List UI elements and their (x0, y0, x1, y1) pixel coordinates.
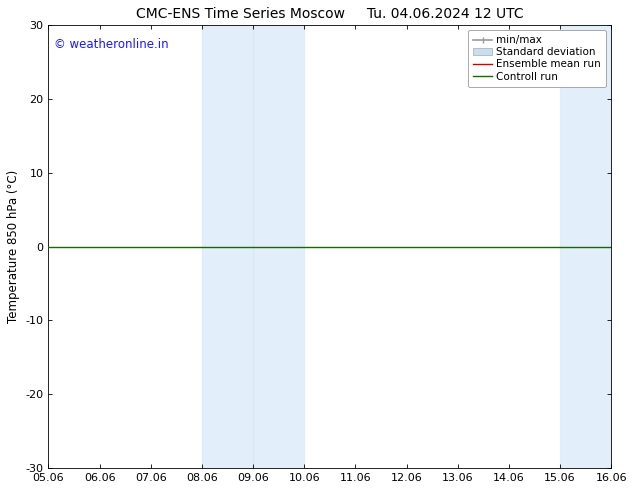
Bar (611, 25, 634, 468)
Bar (253, 25, 304, 468)
Y-axis label: Temperature 850 hPa (°C): Temperature 850 hPa (°C) (7, 170, 20, 323)
Bar (560, 25, 611, 468)
Legend: min/max, Standard deviation, Ensemble mean run, Controll run: min/max, Standard deviation, Ensemble me… (468, 30, 606, 87)
Bar (202, 25, 253, 468)
Title: CMC-ENS Time Series Moscow     Tu. 04.06.2024 12 UTC: CMC-ENS Time Series Moscow Tu. 04.06.202… (136, 7, 524, 21)
Text: © weatheronline.in: © weatheronline.in (54, 38, 169, 51)
